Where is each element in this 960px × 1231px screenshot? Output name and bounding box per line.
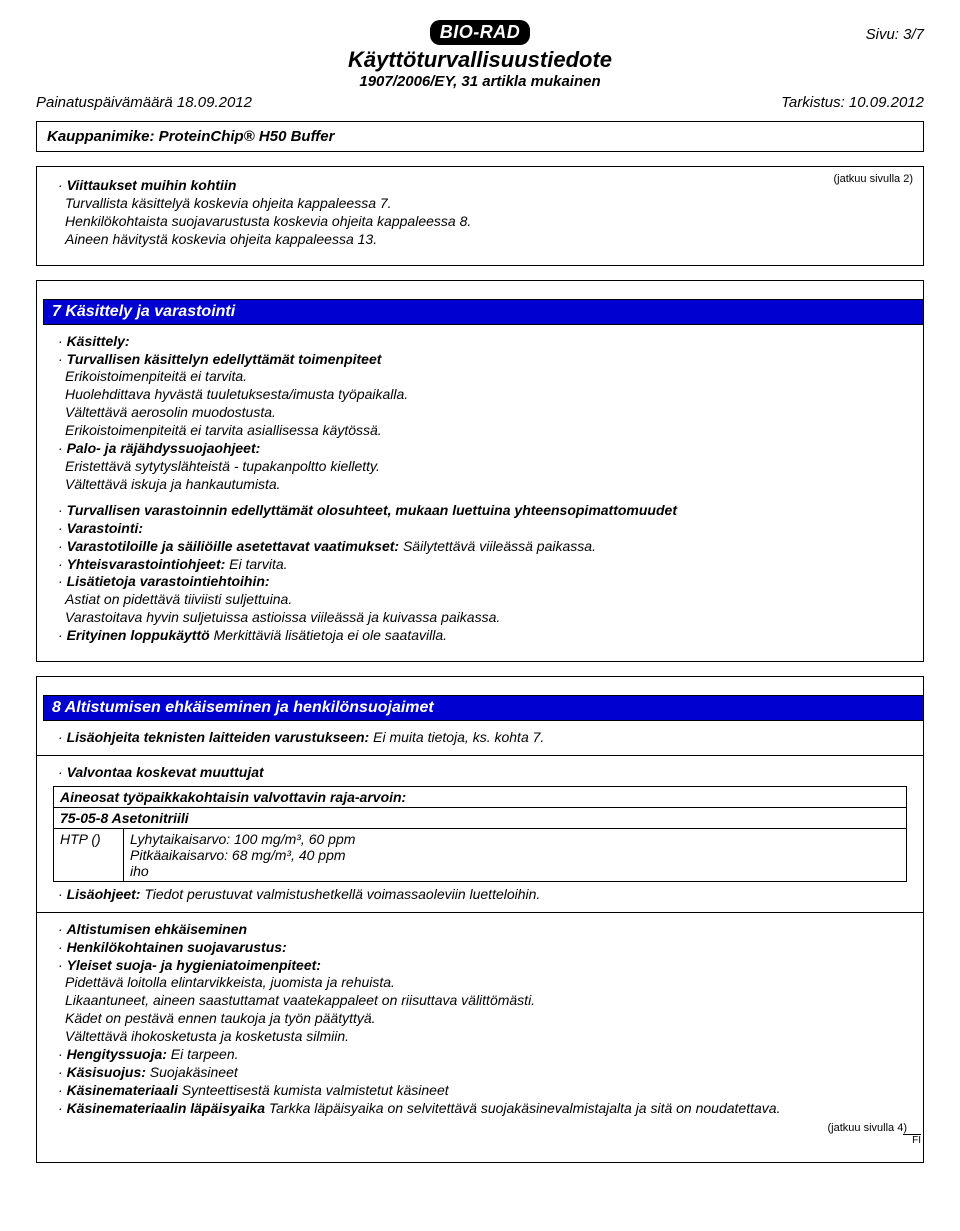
language-code: FI: [903, 1134, 921, 1146]
fire-label: Palo- ja räjähdyssuojaohjeet:: [53, 440, 907, 458]
hygiene-line: Pidettävä loitolla elintarvikkeista, juo…: [53, 974, 907, 992]
hygiene-line: Kädet on pestävä ennen taukoja ja työn p…: [53, 1010, 907, 1028]
hygiene-line: Likaantuneet, aineen saastuttamat vaatek…: [53, 992, 907, 1010]
long-term-value: Pitkäaikaisarvo: 68 mg/m³, 40 ppm: [130, 847, 900, 863]
precaution-line: Erikoistoimenpiteitä ei tarvita asiallis…: [53, 422, 907, 440]
brand-logo: BIO-RAD: [430, 20, 531, 45]
section-7-heading: 7 Käsittely ja varastointi: [43, 299, 923, 325]
additional-info: Lisäohjeet: Tiedot perustuvat valmistush…: [53, 886, 907, 904]
precaution-line: Huolehdittava hyvästä tuuletuksesta/imus…: [53, 386, 907, 404]
hygiene-label: Yleiset suoja- ja hygieniatoimenpiteet:: [53, 957, 907, 975]
trade-name-box: Kauppanimike: ProteinChip® H50 Buffer: [36, 121, 924, 152]
precaution-line: Vältettävä aerosolin muodostusta.: [53, 404, 907, 422]
references-box: (jatkuu sivulla 2) Viittaukset muihin ko…: [36, 166, 924, 266]
doc-subtitle: 1907/2006/EY, 31 artikla mukainen: [36, 73, 924, 90]
revision-date: Tarkistus: 10.09.2012: [781, 94, 924, 111]
storage-label: Varastointi:: [53, 520, 907, 538]
print-date: Painatuspäivämäärä 18.09.2012: [36, 94, 252, 111]
limits-substance: 75-05-8 Asetonitriili: [54, 808, 906, 829]
tech-equipment: Lisäohjeita teknisten laitteiden varustu…: [53, 729, 907, 747]
logo-block: BIO-RAD: [36, 20, 924, 45]
precaution-line: Erikoistoimenpiteitä ei tarvita.: [53, 368, 907, 386]
glove-material: Käsinemateriaali Synteettisestä kumista …: [53, 1082, 907, 1100]
refs-heading: Viittaukset muihin kohtiin: [53, 177, 907, 195]
limits-param-label: HTP (): [54, 829, 124, 881]
more-info-line: Astiat on pidettävä tiiviisti suljettuin…: [53, 591, 907, 609]
fire-line: Eristettävä sytytyslähteistä - tupakanpo…: [53, 458, 907, 476]
section-7-box: 7 Käsittely ja varastointi Käsittely: Tu…: [36, 280, 924, 662]
control-params-label: Valvontaa koskevat muuttujat: [53, 764, 907, 782]
combined-storage: Yhteisvarastointiohjeet: Ei tarvita.: [53, 556, 907, 574]
section-8-box: 8 Altistumisen ehkäiseminen ja henkilöns…: [36, 676, 924, 1163]
limits-values-row: HTP () Lyhytaikaisarvo: 100 mg/m³, 60 pp…: [54, 829, 906, 881]
more-info-label: Lisätietoja varastointiehtoihin:: [53, 573, 907, 591]
limits-values: Lyhytaikaisarvo: 100 mg/m³, 60 ppm Pitkä…: [124, 829, 906, 881]
refs-line: Turvallista käsittelyä koskevia ohjeita …: [53, 195, 907, 213]
short-term-value: Lyhytaikaisarvo: 100 mg/m³, 60 ppm: [130, 831, 900, 847]
handling-label: Käsittely:: [53, 333, 907, 351]
limits-table-header: Aineosat työpaikkakohtaisin valvottavin …: [54, 787, 906, 808]
refs-line: Henkilökohtaista suojavarustusta koskevi…: [53, 213, 907, 231]
end-use: Erityinen loppukäyttö Merkittäviä lisäti…: [53, 627, 907, 645]
refs-line: Aineen hävitystä koskevia ohjeita kappal…: [53, 231, 907, 249]
hand-protection: Käsisuojus: Suojakäsineet: [53, 1064, 907, 1082]
storage-conditions-label: Turvallisen varastoinnin edellyttämät ol…: [53, 502, 907, 520]
section-8-heading: 8 Altistumisen ehkäiseminen ja henkilöns…: [43, 695, 923, 721]
glove-penetration: Käsinemateriaalin läpäisyaika Tarkka läp…: [53, 1100, 907, 1118]
doc-title: Käyttöturvallisuustiedote: [36, 47, 924, 73]
more-info-line: Varastoitava hyvin suljetuissa astioissa…: [53, 609, 907, 627]
storage-req: Varastotiloille ja säiliöille asetettava…: [53, 538, 907, 556]
continued-from: (jatkuu sivulla 2): [834, 173, 913, 185]
limits-note: iho: [130, 863, 900, 879]
continued-on: (jatkuu sivulla 4): [53, 1122, 907, 1134]
fire-line: Vältettävä iskuja ja hankautumista.: [53, 476, 907, 494]
date-row: Painatuspäivämäärä 18.09.2012 Tarkistus:…: [36, 94, 924, 111]
respiratory: Hengityssuoja: Ei tarpeen.: [53, 1046, 907, 1064]
document-page: BIO-RAD Käyttöturvallisuustiedote 1907/2…: [0, 0, 960, 1173]
precautions-label: Turvallisen käsittelyn edellyttämät toim…: [53, 351, 907, 369]
ppe-label: Henkilökohtainen suojavarustus:: [53, 939, 907, 957]
limits-table: Aineosat työpaikkakohtaisin valvottavin …: [53, 786, 907, 882]
exposure-label: Altistumisen ehkäiseminen: [53, 921, 907, 939]
page-number: Sivu: 3/7: [866, 26, 924, 43]
header: BIO-RAD Käyttöturvallisuustiedote 1907/2…: [36, 20, 924, 90]
hygiene-line: Vältettävä ihokosketusta ja kosketusta s…: [53, 1028, 907, 1046]
